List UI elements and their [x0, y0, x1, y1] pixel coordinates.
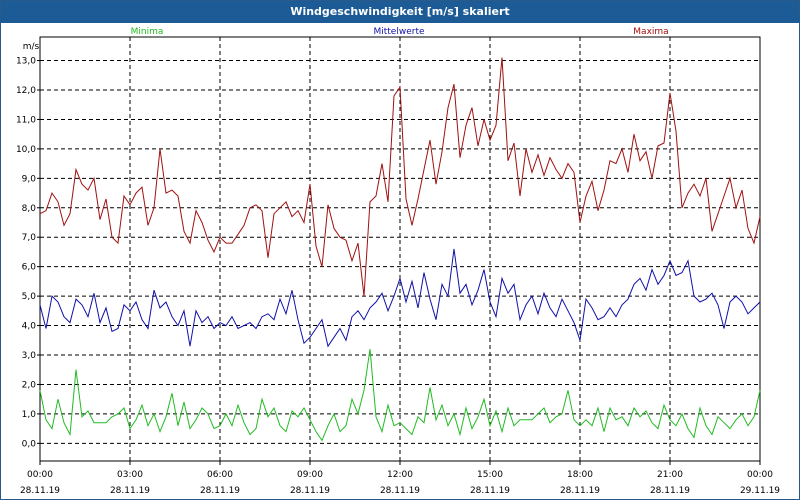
series-line-1 [39, 349, 761, 442]
series-line-2 [39, 248, 761, 348]
legend-entry: Mittelwerte [373, 27, 424, 37]
x-tick-time: 06:00 [207, 470, 233, 480]
legend-entry: Maxima [633, 27, 668, 37]
y-tick-label: 4,0 [22, 322, 37, 332]
y-tick-label: 12,0 [16, 86, 36, 96]
y-axis-unit: m/s [23, 42, 40, 52]
grid [40, 37, 760, 461]
x-tick-time: 18:00 [567, 470, 593, 480]
x-tick-date: 28.11.19 [380, 486, 420, 496]
y-tick-label: 7,0 [22, 233, 37, 243]
y-tick-label: 10,0 [16, 145, 36, 155]
y-tick-label: 3,0 [22, 351, 37, 361]
x-tick-date: 28.11.19 [650, 486, 690, 496]
x-tick-date: 28.11.19 [470, 486, 510, 496]
y-tick-label: 5,0 [22, 292, 37, 302]
x-tick-time: 03:00 [117, 470, 143, 480]
x-tick-date: 28.11.19 [110, 486, 150, 496]
series-layer [39, 57, 761, 442]
legend-entry: Minima [131, 27, 164, 37]
window-title: Windgeschwindigkeit [m/s] skaliert [1, 1, 799, 23]
y-tick-label: 6,0 [22, 263, 37, 273]
y-tick-label: 11,0 [16, 115, 36, 125]
x-axis: 00:00 28.11.19 03:00 28.11.19 06:00 28.11.19 0… [20, 461, 780, 496]
x-tick-date: 28.11.19 [200, 486, 240, 496]
y-tick-label: 9,0 [22, 174, 37, 184]
x-tick-date: 28.11.19 [20, 486, 60, 496]
x-tick-date: 29.11.19 [740, 486, 780, 496]
y-tick-label: 8,0 [22, 204, 37, 214]
series-line-3 [39, 57, 761, 297]
x-tick-date: 28.11.19 [560, 486, 600, 496]
x-tick-time: 21:00 [657, 470, 683, 480]
x-tick-time: 12:00 [387, 470, 413, 480]
x-tick-time: 09:00 [297, 470, 323, 480]
x-tick-time: 00:00 [747, 470, 773, 480]
x-tick-date: 28.11.19 [290, 486, 330, 496]
y-tick-label: 1,0 [22, 410, 37, 420]
y-tick-label: 2,0 [22, 380, 37, 390]
x-tick-time: 00:00 [27, 470, 53, 480]
legend: Minima Mittelwerte Maxima [131, 27, 669, 37]
x-tick-time: 15:00 [477, 470, 503, 480]
y-axis: 0,0 1,0 2,0 3,0 4,0 5,0 6,0 7,0 8,0 9,0 10,0 11,0 12… [16, 57, 40, 449]
y-tick-label: 13,0 [16, 57, 36, 67]
y-tick-label: 0,0 [22, 439, 37, 449]
